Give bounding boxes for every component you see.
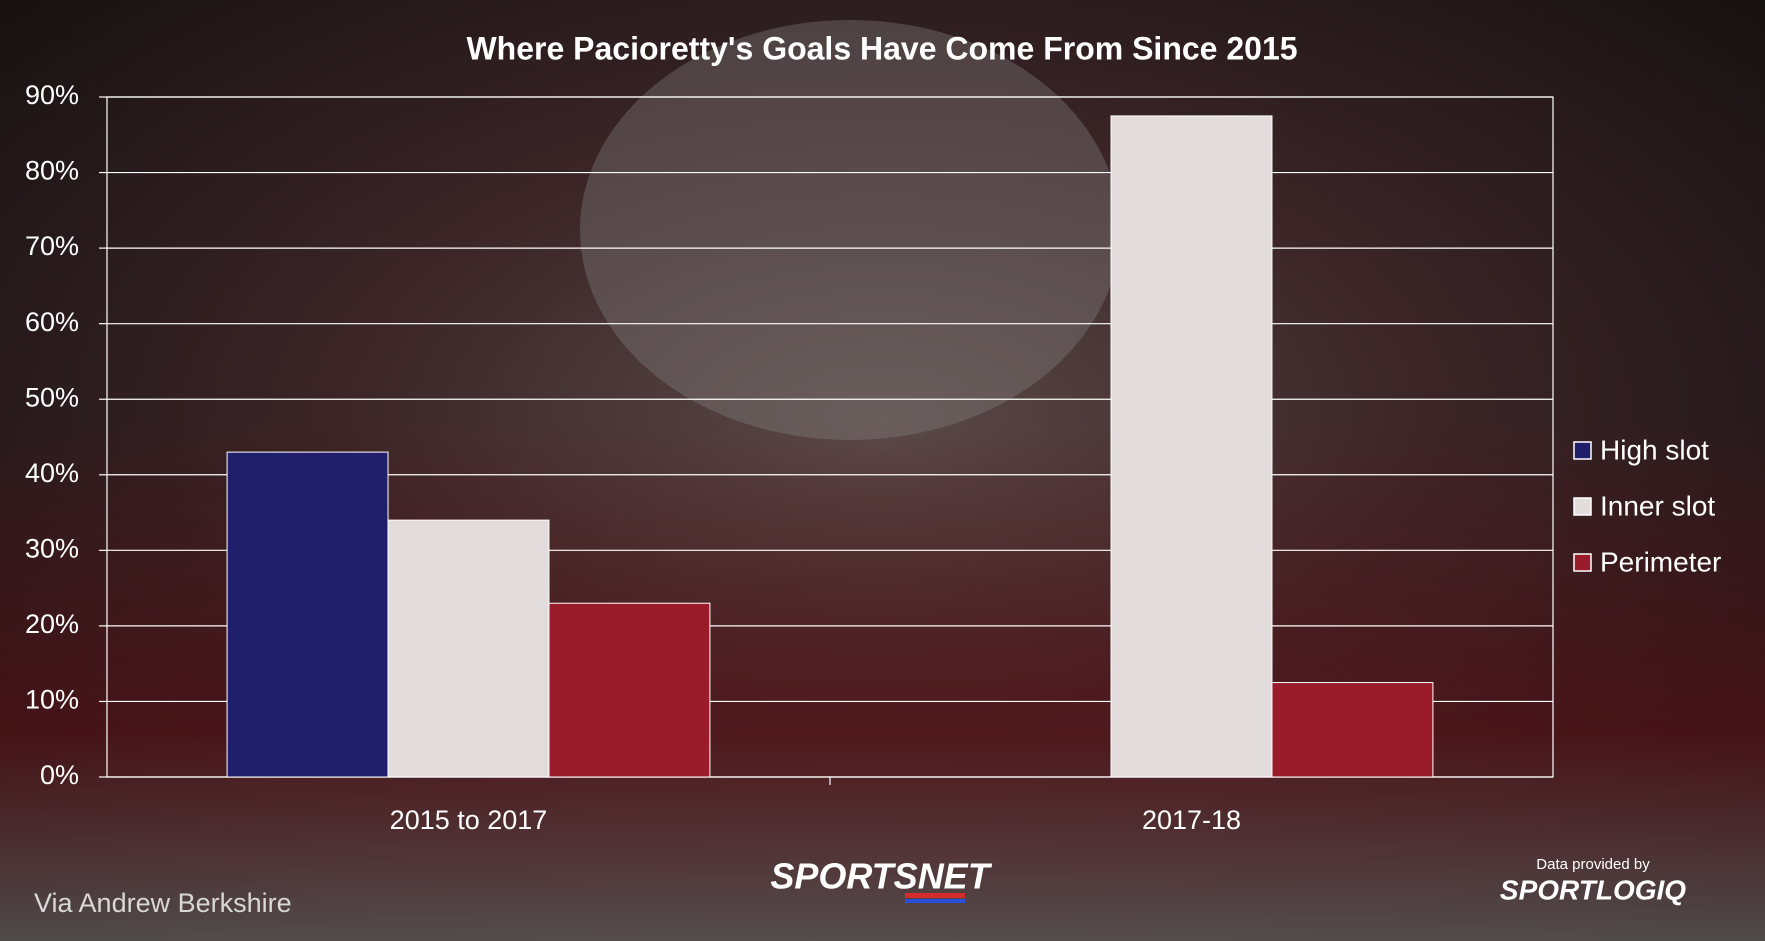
y-tick-label: 0%: [40, 760, 79, 790]
plot: 0% 10% 20% 30% 40% 50% 60% 70% 80% 90% 2015 to 201…: [25, 80, 1721, 835]
y-tick-label: 10%: [25, 685, 79, 715]
provider-logo: SPORTLOGIQ: [1500, 874, 1686, 905]
bar: [548, 602, 711, 778]
y-tick-label: 20%: [25, 609, 79, 639]
provider-note: Data provided by: [1536, 856, 1650, 873]
brand-stripe: [905, 893, 965, 898]
legend-swatch: [1573, 553, 1592, 572]
legend-swatch: [1573, 497, 1592, 516]
legend-label: High slot: [1600, 434, 1709, 465]
y-tick-label: 30%: [25, 533, 79, 563]
legend-swatch: [1573, 441, 1592, 460]
y-tick-label: 90%: [25, 80, 79, 110]
legend-label: Inner slot: [1600, 490, 1715, 521]
bar: [387, 519, 550, 778]
x-tick-label: 2015 to 2017: [390, 805, 548, 835]
legend-label: Perimeter: [1600, 546, 1721, 577]
chart-title: Where Pacioretty's Goals Have Come From …: [466, 30, 1297, 66]
y-tick-label: 70%: [25, 231, 79, 261]
brand-stripe: [905, 899, 965, 903]
y-tick-label: 80%: [25, 156, 79, 186]
bar: [226, 451, 389, 778]
y-tick-label: 50%: [25, 382, 79, 412]
bar: [1110, 115, 1273, 778]
bar: [1271, 682, 1434, 778]
credit-author: Via Andrew Berkshire: [34, 888, 292, 918]
x-tick-label: 2017-18: [1142, 805, 1241, 835]
y-tick-label: 60%: [25, 307, 79, 337]
y-tick-label: 40%: [25, 458, 79, 488]
brand-logo: SPORTSNET: [770, 856, 992, 897]
background-helmet: [580, 20, 1120, 440]
